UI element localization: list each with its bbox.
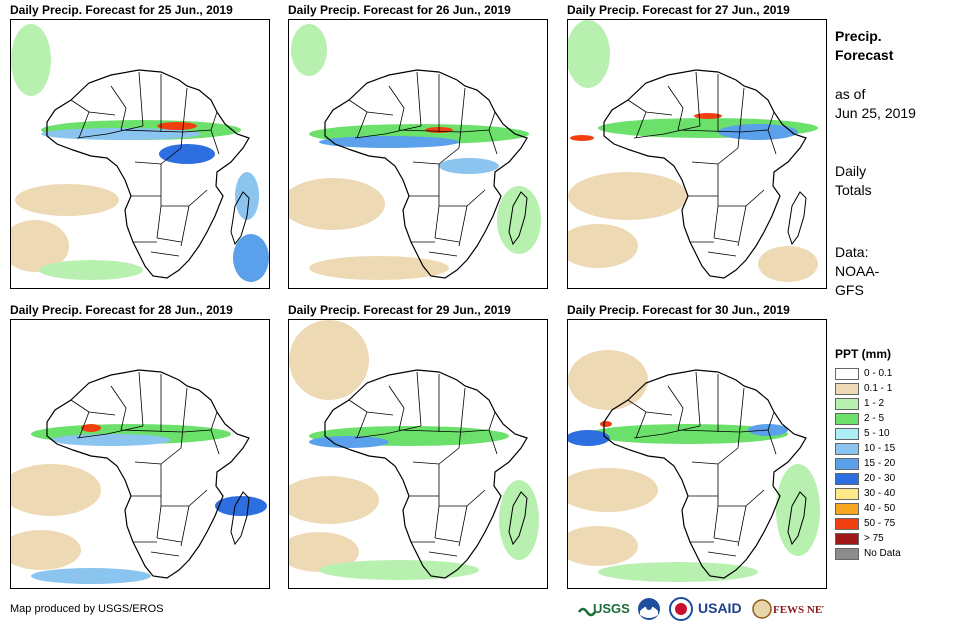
legend-swatch [835,428,859,440]
legend-item: 10 - 15 [835,442,955,457]
legend-label: 10 - 15 [864,443,896,454]
forecast-map [288,19,548,289]
panel-title: Daily Precip. Forecast for 28 Jun., 2019 [10,303,233,317]
legend-label: > 75 [864,533,884,544]
legend-swatch [835,533,859,545]
sidebar-data-source: Data: NOAA- GFS [835,243,879,300]
sidebar-asof: as of Jun 25, 2019 [835,85,916,123]
legend-item: 40 - 50 [835,502,955,517]
noaa-logo [636,596,662,622]
legend-swatch [835,548,859,560]
forecast-map [288,319,548,589]
usaid-logo-text: USAID [698,600,742,616]
legend-item: 15 - 20 [835,457,955,472]
legend-label: 20 - 30 [864,473,896,484]
legend-label: No Data [864,548,901,559]
sidebar-title: Precip. Forecast [835,27,893,65]
legend-title: PPT (mm) [835,347,892,361]
legend-label: 30 - 40 [864,488,896,499]
legend-swatch [835,458,859,470]
fews-net-logo-text: FEWS NET [773,604,824,616]
legend-item: 0.1 - 1 [835,382,955,397]
legend-label: 1 - 2 [864,398,885,409]
legend-label: 2 - 5 [864,413,885,424]
usaid-logo: USAID [698,596,750,622]
fews-net-logo: FEWS NET [752,596,830,622]
sidebar-title-line: Precip. [835,28,882,44]
legend-item: 50 - 75 [835,517,955,532]
panel-title: Daily Precip. Forecast for 26 Jun., 2019 [288,3,511,17]
data-source-line: Data: [835,244,869,260]
totals-line: Totals [835,182,872,198]
legend-item: 5 - 10 [835,427,955,442]
legend: 0 - 0.1 0.1 - 1 1 - 2 2 - 5 5 - 10 10 - 15 15 … [835,367,955,562]
legend-item: 20 - 30 [835,472,955,487]
usgs-logo: USGS [577,596,630,622]
legend-swatch [835,503,859,515]
sidebar-title-line: Forecast [835,47,894,63]
map-credit: Map produced by USGS/EROS [10,603,164,615]
usgs-logo-text: USGS [593,601,630,616]
dhs-seal [668,596,694,622]
data-source-line: NOAA- [835,263,880,279]
legend-swatch [835,473,859,485]
legend-swatch [835,443,859,455]
legend-swatch [835,398,859,410]
legend-label: 0.1 - 1 [864,383,893,394]
legend-label: 40 - 50 [864,503,896,514]
legend-swatch [835,368,859,380]
asof-label: as of [835,86,866,102]
legend-swatch [835,518,859,530]
legend-label: 50 - 75 [864,518,896,529]
forecast-map [567,19,827,289]
legend-label: 5 - 10 [864,428,890,439]
legend-item: > 75 [835,532,955,547]
panel-title: Daily Precip. Forecast for 29 Jun., 2019 [288,303,511,317]
forecast-map [10,19,270,289]
legend-swatch [835,413,859,425]
panel-title: Daily Precip. Forecast for 27 Jun., 2019 [567,3,790,17]
data-source-line: GFS [835,282,864,298]
asof-date: Jun 25, 2019 [835,105,916,121]
legend-item: 2 - 5 [835,412,955,427]
partner-logos: USGS USAID FEWS NET [577,596,830,622]
legend-label: 15 - 20 [864,458,896,469]
forecast-map [567,319,827,589]
legend-item: 0 - 0.1 [835,367,955,382]
legend-label: 0 - 0.1 [864,368,893,379]
forecast-map [10,319,270,589]
sidebar-totals: Daily Totals [835,162,872,200]
legend-item: No Data [835,547,955,562]
legend-item: 30 - 40 [835,487,955,502]
legend-swatch [835,488,859,500]
legend-swatch [835,383,859,395]
legend-item: 1 - 2 [835,397,955,412]
totals-line: Daily [835,163,867,179]
panel-title: Daily Precip. Forecast for 25 Jun., 2019 [10,3,233,17]
panel-title: Daily Precip. Forecast for 30 Jun., 2019 [567,303,790,317]
